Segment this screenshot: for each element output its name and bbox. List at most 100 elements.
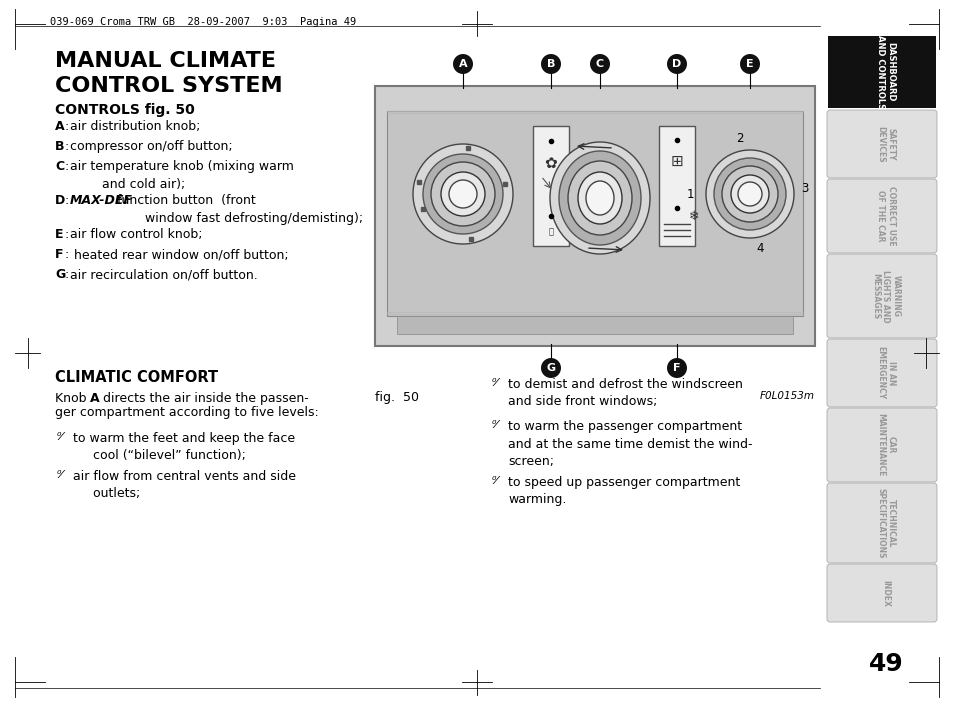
Text: ⁰⁄: ⁰⁄	[57, 432, 63, 442]
Ellipse shape	[578, 172, 621, 224]
Circle shape	[666, 54, 686, 74]
Text: :: :	[64, 248, 69, 261]
Text: air temperature knob (mixing warm
        and cold air);: air temperature knob (mixing warm and co…	[70, 160, 294, 191]
Circle shape	[721, 166, 778, 222]
Ellipse shape	[585, 181, 614, 215]
FancyBboxPatch shape	[826, 564, 936, 622]
Text: G: G	[546, 363, 555, 373]
Ellipse shape	[567, 161, 631, 235]
Text: ⁰⁄: ⁰⁄	[57, 470, 63, 480]
Text: TECHNICAL
SPECIFICATIONS: TECHNICAL SPECIFICATIONS	[876, 488, 895, 558]
Text: MANUAL CLIMATE: MANUAL CLIMATE	[55, 51, 275, 71]
Text: ⁰⁄: ⁰⁄	[492, 420, 497, 430]
Text: 🚗: 🚗	[548, 227, 553, 237]
Text: A: A	[55, 120, 65, 133]
Text: to warm the passenger compartment
and at the same time demist the wind-
screen;: to warm the passenger compartment and at…	[507, 420, 752, 468]
Text: INDEX: INDEX	[881, 580, 889, 606]
Bar	[375, 86, 814, 346]
Text: 039-069 Croma TRW GB  28-09-2007  9:03  Pagina 49: 039-069 Croma TRW GB 28-09-2007 9:03 Pag…	[50, 17, 355, 27]
FancyBboxPatch shape	[826, 408, 936, 482]
Text: B: B	[546, 59, 555, 69]
Text: SAFETY
DEVICES: SAFETY DEVICES	[876, 126, 895, 162]
Text: 4: 4	[756, 242, 763, 256]
Text: E: E	[55, 228, 64, 241]
FancyBboxPatch shape	[826, 483, 936, 563]
Circle shape	[589, 54, 609, 74]
Circle shape	[713, 158, 785, 230]
Text: to speed up passenger compartment
warming.: to speed up passenger compartment warmin…	[507, 476, 740, 506]
FancyBboxPatch shape	[826, 254, 936, 338]
Circle shape	[453, 54, 473, 74]
Circle shape	[431, 162, 495, 226]
Text: 3: 3	[801, 182, 808, 196]
Text: ⊞: ⊞	[670, 153, 682, 169]
Text: A: A	[90, 392, 99, 405]
Text: Knob: Knob	[55, 392, 91, 405]
Text: function button  (front
        window fast defrosting/demisting);: function button (front window fast defro…	[113, 194, 363, 225]
Circle shape	[730, 175, 768, 213]
Text: :: :	[64, 268, 69, 281]
Circle shape	[422, 154, 502, 234]
Text: B: B	[55, 140, 65, 153]
Text: ⁰⁄: ⁰⁄	[492, 476, 497, 486]
Text: IN AN
EMERGENCY: IN AN EMERGENCY	[876, 347, 895, 400]
Circle shape	[413, 144, 513, 244]
Circle shape	[540, 358, 560, 378]
Text: heated rear window on/off button;: heated rear window on/off button;	[70, 248, 289, 261]
Circle shape	[540, 54, 560, 74]
Text: G: G	[55, 268, 65, 281]
Text: air flow from central vents and side
     outlets;: air flow from central vents and side out…	[73, 470, 295, 501]
Text: :: :	[64, 194, 69, 207]
Text: 2: 2	[736, 133, 743, 145]
Bar	[659, 126, 695, 246]
Text: air recirculation on/off button.: air recirculation on/off button.	[70, 268, 257, 281]
Ellipse shape	[550, 142, 649, 254]
Text: MAX-DEF: MAX-DEF	[70, 194, 132, 207]
Text: to demist and defrost the windscreen
and side front windows;: to demist and defrost the windscreen and…	[507, 378, 742, 409]
Text: air flow control knob;: air flow control knob;	[70, 228, 202, 241]
Text: ger compartment according to five levels:: ger compartment according to five levels…	[55, 406, 318, 419]
Text: 1: 1	[685, 188, 693, 201]
Text: E: E	[745, 59, 753, 69]
Text: D: D	[55, 194, 65, 207]
Circle shape	[449, 180, 476, 208]
Text: compressor on/off button;: compressor on/off button;	[70, 140, 233, 153]
Text: CLIMATIC COMFORT: CLIMATIC COMFORT	[55, 370, 218, 385]
FancyBboxPatch shape	[826, 339, 936, 407]
Text: ✿: ✿	[544, 157, 557, 172]
Text: CONTROL SYSTEM: CONTROL SYSTEM	[55, 76, 282, 96]
FancyBboxPatch shape	[826, 179, 936, 253]
Text: CONTROLS fig. 50: CONTROLS fig. 50	[55, 103, 194, 117]
Circle shape	[666, 358, 686, 378]
Text: :: :	[64, 120, 69, 133]
FancyBboxPatch shape	[826, 110, 936, 178]
Text: directs the air inside the passen-: directs the air inside the passen-	[99, 392, 309, 405]
Bar	[387, 111, 802, 316]
Bar	[533, 126, 568, 246]
Text: F: F	[55, 248, 64, 261]
Text: ⁰⁄: ⁰⁄	[492, 378, 497, 388]
Circle shape	[440, 172, 484, 216]
Text: DASHBOARD
AND CONTROLS: DASHBOARD AND CONTROLS	[876, 35, 895, 109]
Ellipse shape	[558, 151, 640, 245]
Text: D: D	[672, 59, 680, 69]
Text: WARNING
LIGHTS AND
MESSAGES: WARNING LIGHTS AND MESSAGES	[870, 270, 900, 323]
Text: :: :	[64, 160, 69, 173]
Bar	[827, 36, 935, 108]
Bar	[396, 316, 792, 334]
Text: to warm the feet and keep the face
     cool (“bilevel” function);: to warm the feet and keep the face cool …	[73, 432, 294, 462]
Text: :: :	[64, 228, 69, 241]
Text: CORRECT USE
OF THE CAR: CORRECT USE OF THE CAR	[876, 186, 895, 246]
Text: 49: 49	[868, 652, 902, 676]
Circle shape	[705, 150, 793, 238]
Text: ❄: ❄	[688, 210, 699, 222]
Text: A: A	[458, 59, 467, 69]
Text: fig.  50: fig. 50	[375, 391, 418, 404]
Text: F: F	[673, 363, 680, 373]
Text: air distribution knob;: air distribution knob;	[70, 120, 200, 133]
Text: :: :	[64, 140, 69, 153]
Text: C: C	[596, 59, 603, 69]
Text: F0L0153m: F0L0153m	[760, 391, 814, 401]
Circle shape	[740, 54, 760, 74]
Text: CAR
MAINTENANCE: CAR MAINTENANCE	[876, 413, 895, 477]
